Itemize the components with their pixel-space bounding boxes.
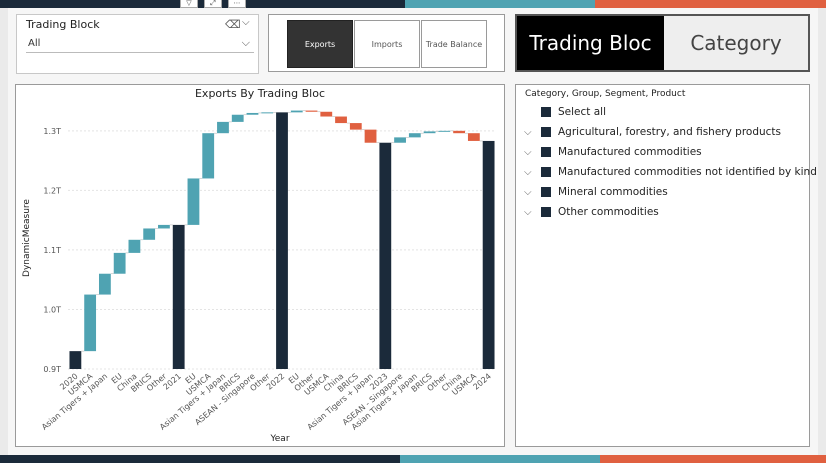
waterfall-bar [84, 294, 97, 352]
slicer-selected-value: All [28, 38, 41, 49]
waterfall-bar [453, 130, 466, 134]
waterfall-bar [423, 131, 436, 134]
hierarchy-item[interactable]: ⌵ Manufactured commodities not identified… [524, 163, 817, 181]
waterfall-bar [202, 133, 215, 179]
hierarchy-item[interactable]: Select all [524, 103, 606, 121]
checkbox[interactable] [541, 207, 551, 217]
visual-header: ▽ ⤢ ⋯ [180, 0, 260, 8]
checkbox[interactable] [541, 127, 551, 137]
background-band-top-teal [405, 0, 595, 8]
background-band-top-orange [595, 0, 826, 8]
waterfall-bar [187, 178, 200, 225]
waterfall-bar [364, 129, 377, 143]
clear-selection-icon[interactable]: ⌫ [225, 18, 241, 31]
dropdown-chevron-icon[interactable]: ⌵ [241, 36, 250, 49]
waterfall-bar [482, 140, 495, 369]
y-tick-label: 1.0T [43, 305, 61, 314]
hierarchy-item-label: Manufactured commodities not identified … [558, 166, 817, 178]
waterfall-bar [379, 142, 392, 369]
waterfall-bar [305, 110, 318, 112]
y-tick-label: 1.2T [43, 186, 61, 195]
waterfall-bar [408, 133, 421, 138]
chart-svg: Exports By Trading Bloc 0.9T 1.0T 1.1T 1.2T 1… [22, 87, 496, 444]
waterfall-bar [320, 111, 333, 117]
slicer-title: Trading Block [26, 18, 100, 31]
y-tick-label: 0.9T [43, 365, 61, 374]
waterfall-bar [246, 112, 259, 115]
waterfall-bar [394, 137, 406, 143]
exports-waterfall-chart: Exports By Trading Bloc 0.9T 1.0T 1.1T 1.2T 1… [15, 84, 505, 447]
waterfall-bar [98, 273, 111, 295]
waterfall-bar [113, 252, 126, 274]
background-band-bottom-teal [400, 455, 600, 463]
hierarchy-title: Category, Group, Segment, Product [525, 89, 686, 99]
hierarchy-item[interactable]: ⌵ Mineral commodities [524, 183, 668, 201]
expand-chevron-icon[interactable]: ⌵ [524, 206, 532, 218]
measure-button-group: Exports Imports Trade Balance [268, 14, 505, 72]
chevron-down-icon[interactable]: ⌵ [242, 17, 250, 28]
filter-icon[interactable]: ▽ [180, 0, 198, 8]
background-band-bottom-orange [600, 455, 826, 463]
waterfall-bar [276, 112, 288, 369]
expand-chevron-icon[interactable]: ⌵ [524, 166, 532, 178]
waterfall-bar [128, 239, 141, 253]
slicer-dropdown[interactable]: All ⌵ [26, 35, 254, 53]
hierarchy-item-label: Manufactured commodities [558, 146, 702, 158]
hierarchy-item-label: Mineral commodities [558, 186, 668, 198]
category-hierarchy-slicer: Category, Group, Segment, Product Select… [515, 84, 817, 447]
more-options-icon[interactable]: ⋯ [228, 0, 246, 8]
waterfall-bar [290, 110, 303, 113]
hierarchy-item[interactable]: ⌵ Agricultural, forestry, and fishery pro… [524, 123, 781, 141]
hierarchy-item-label: Other commodities [558, 206, 659, 218]
waterfall-bar [335, 116, 347, 124]
trading-bloc-toggle-button[interactable]: Trading Bloc [517, 16, 664, 70]
y-tick-label: 1.1T [43, 246, 61, 255]
expand-chevron-icon[interactable]: ⌵ [524, 126, 532, 138]
waterfall-bar [231, 114, 244, 122]
waterfall-bar [349, 123, 362, 130]
x-axis-title: Year [269, 434, 289, 444]
expand-chevron-icon[interactable]: ⌵ [524, 146, 532, 158]
waterfall-bar [467, 133, 480, 141]
view-toggle: Trading Bloc Category [515, 14, 810, 72]
waterfall-bar [217, 121, 229, 134]
waterfall-bar [172, 224, 185, 369]
chart-title: Exports By Trading Bloc [195, 87, 325, 100]
waterfall-bar [143, 228, 156, 240]
waterfall-bar [158, 224, 170, 229]
trade-balance-button[interactable]: Trade Balance [421, 20, 487, 68]
waterfall-bar [438, 130, 451, 132]
checkbox[interactable] [541, 187, 551, 197]
hierarchy-item-label: Select all [558, 106, 606, 118]
hierarchy-item[interactable]: ⌵ Manufactured commodities [524, 143, 702, 161]
checkbox[interactable] [541, 107, 551, 117]
exports-button[interactable]: Exports [287, 20, 353, 68]
y-tick-label: 1.3T [43, 127, 61, 136]
hierarchy-item-label: Agricultural, forestry, and fishery prod… [558, 126, 782, 138]
expand-chevron-icon[interactable]: ⌵ [524, 186, 532, 198]
trading-block-slicer: Trading Block ⌫ ⌵ All ⌵ [16, 14, 259, 74]
hierarchy-item[interactable]: ⌵ Other commodities [524, 203, 659, 221]
category-toggle-button[interactable]: Category [690, 31, 782, 55]
focus-mode-icon[interactable]: ⤢ [204, 0, 222, 8]
checkbox[interactable] [541, 167, 551, 177]
imports-button[interactable]: Imports [354, 20, 420, 68]
y-axis-title: DynamicMeasure [22, 199, 32, 277]
checkbox[interactable] [541, 147, 551, 157]
waterfall-bar [69, 351, 82, 369]
waterfall-bar [261, 112, 274, 114]
